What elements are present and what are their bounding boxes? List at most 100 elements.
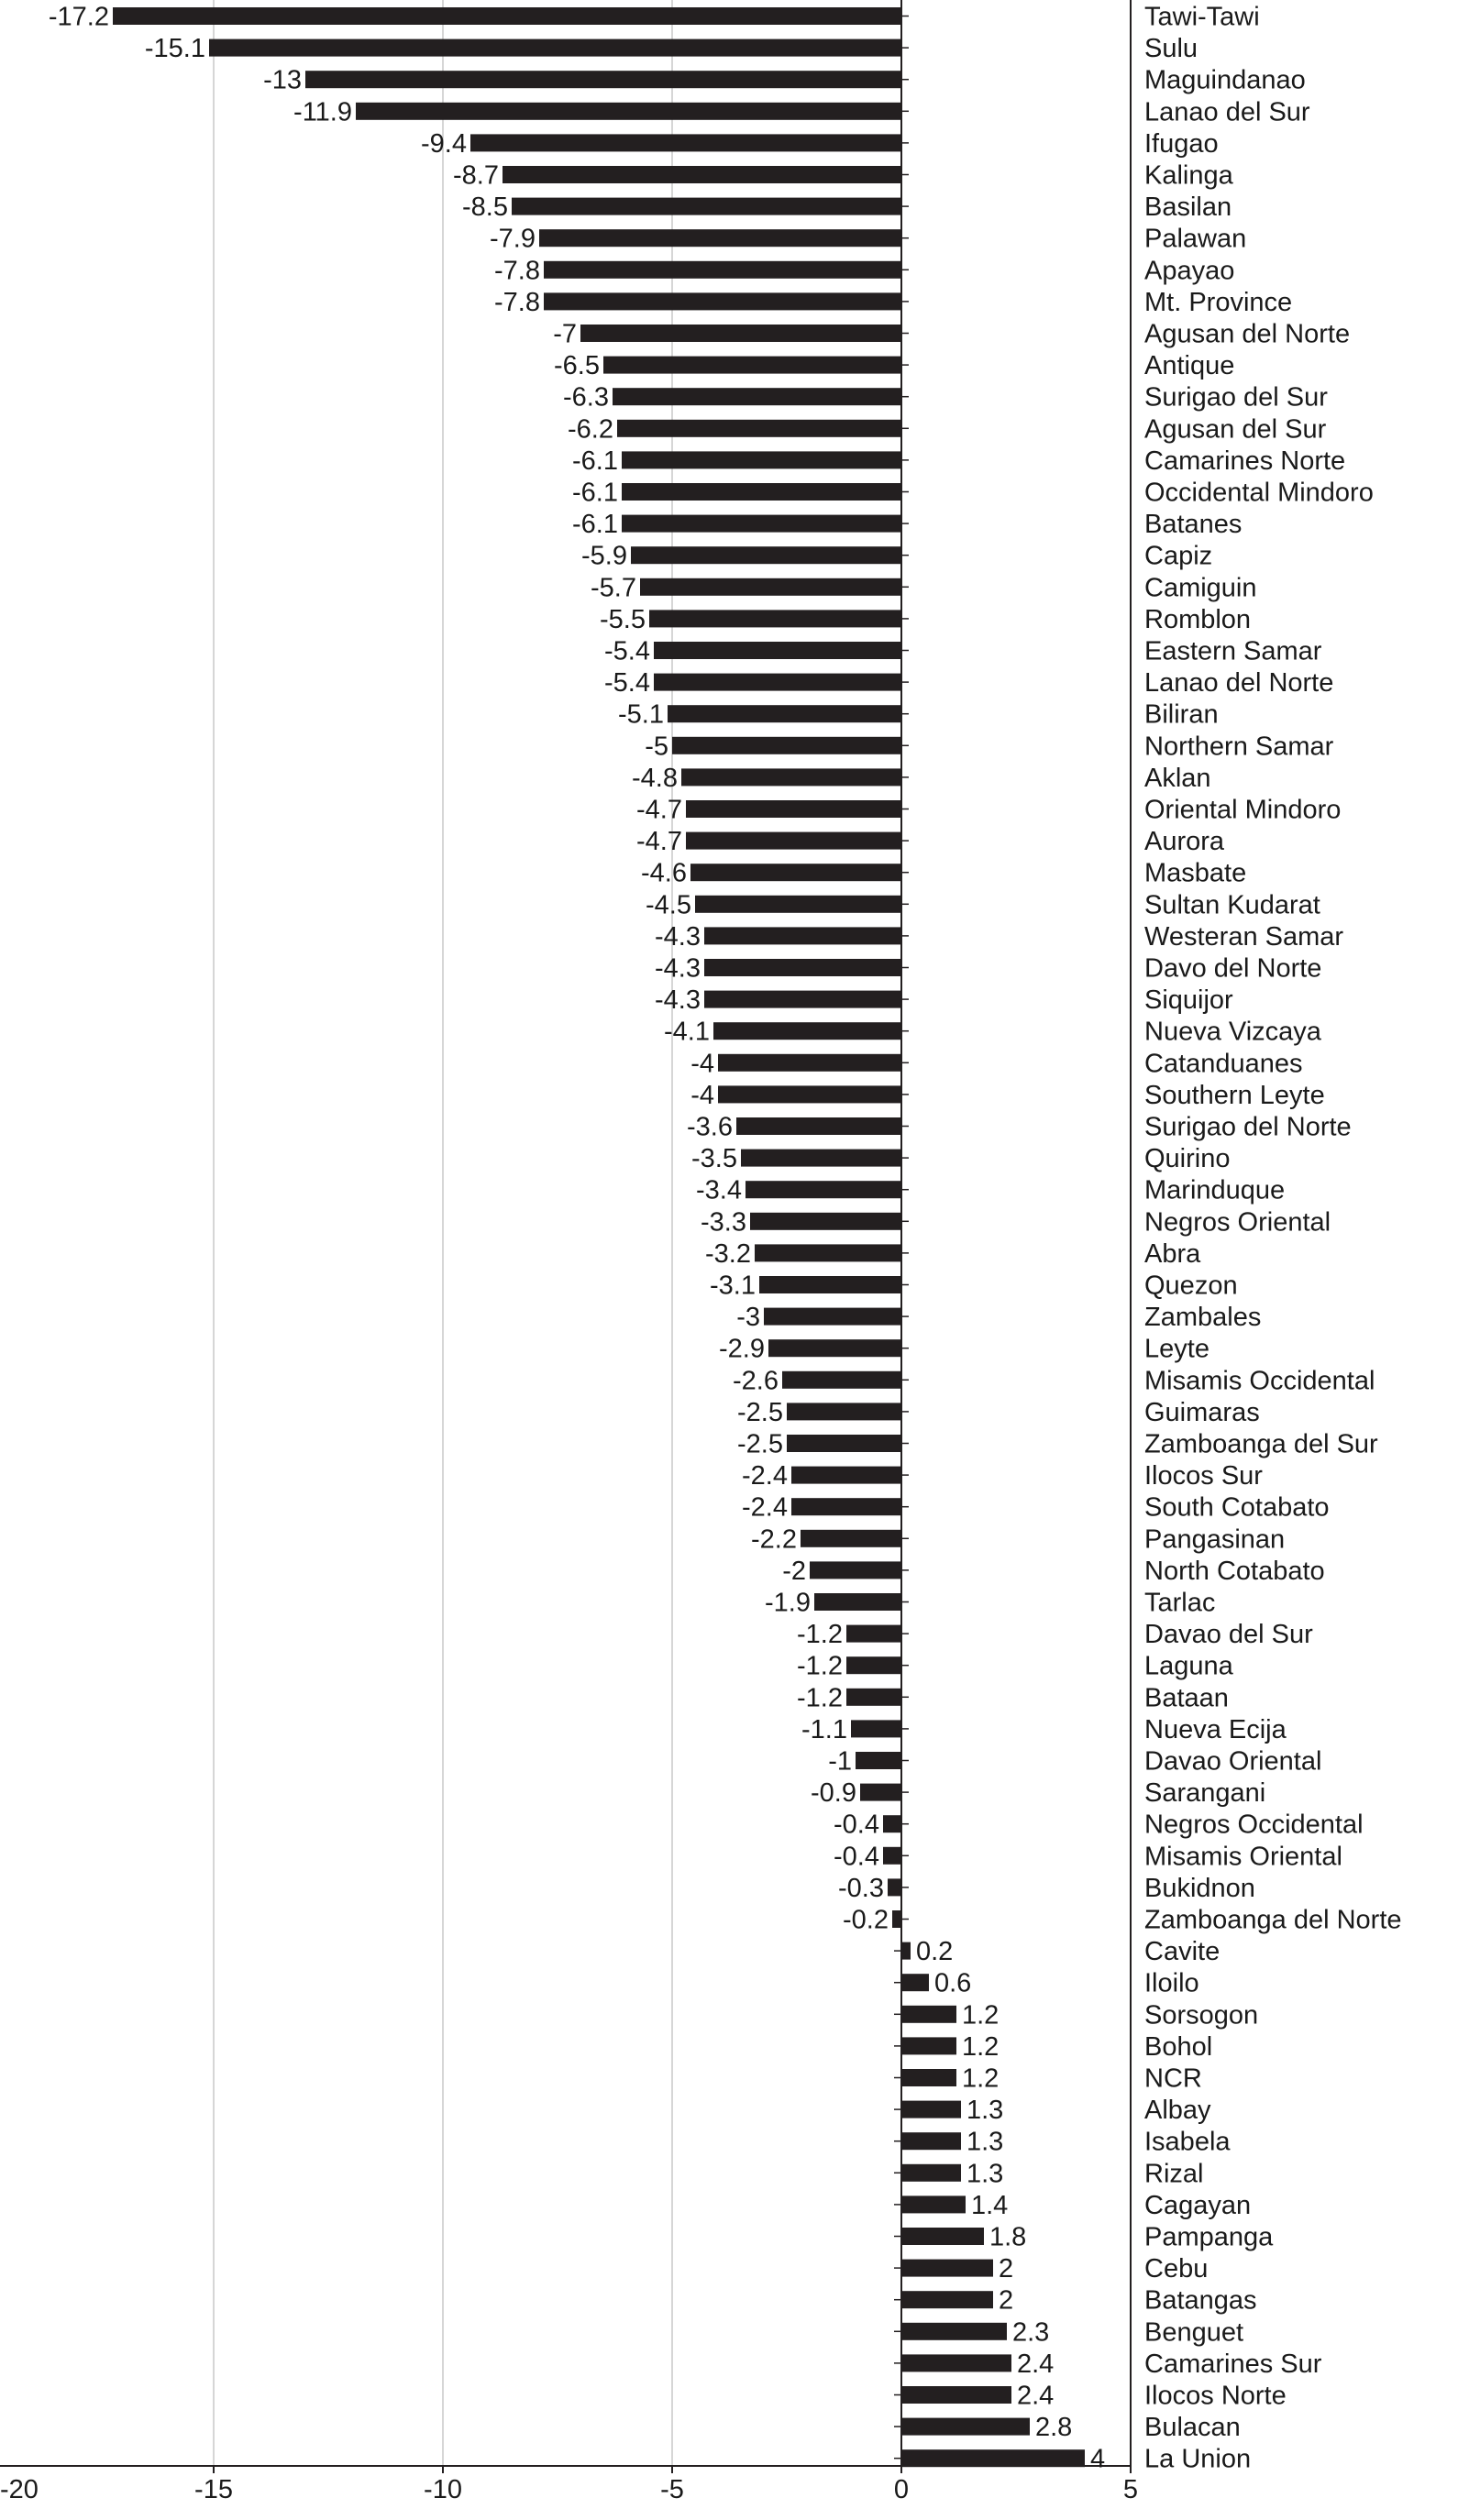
bar-value-label: -5.4 (604, 637, 650, 666)
category-label: Romblon (1144, 605, 1251, 634)
category-label: Marinduque (1144, 1176, 1285, 1205)
category-label: Bukidnon (1144, 1874, 1255, 1903)
category-label: Pangasinan (1144, 1524, 1285, 1554)
category-label: Catanduanes (1144, 1049, 1303, 1078)
bar-value-label: -4.6 (641, 859, 687, 888)
bar (810, 1561, 901, 1579)
category-label: Antique (1144, 351, 1234, 380)
bar-value-label: -2 (782, 1557, 806, 1586)
category-label: Basilan (1144, 193, 1232, 222)
bar-value-label: -1.1 (801, 1715, 847, 1744)
bar (901, 2132, 961, 2151)
bar (755, 1244, 901, 1262)
bar (539, 229, 901, 248)
bar (654, 642, 901, 659)
category-label: North Cotabato (1144, 1557, 1325, 1586)
bar (759, 1276, 901, 1293)
category-label: Camiguin (1144, 573, 1257, 602)
bar-value-label: -11.9 (293, 97, 352, 127)
bar-value-label: -4 (690, 1049, 714, 1078)
category-label: Surigao del Sur (1144, 383, 1328, 413)
bar (690, 864, 901, 882)
bar-value-label: 1.2 (962, 2000, 999, 2030)
category-label: Capiz (1144, 542, 1212, 571)
bar-value-label: -8.7 (453, 161, 499, 191)
bar (622, 483, 901, 501)
bar-value-label: -4.7 (636, 796, 682, 825)
bar-value-label: -0.4 (834, 1842, 879, 1871)
category-label: Tawi-Tawi (1144, 3, 1260, 32)
category-label: Negros Occidental (1144, 1810, 1364, 1840)
bar-value-label: 1.2 (962, 2064, 999, 2094)
bar-value-label: 1.2 (962, 2032, 999, 2062)
category-label: Mt. Province (1144, 288, 1292, 317)
bar (901, 2069, 956, 2086)
category-label: Negros Oriental (1144, 1207, 1331, 1237)
category-label: Isabela (1144, 2128, 1231, 2157)
x-tick-label: -5 (660, 2475, 684, 2504)
bar-value-label: -7.8 (494, 288, 540, 317)
bar (580, 325, 901, 342)
gridlines (213, 0, 673, 2466)
bar (901, 2163, 961, 2182)
bar-value-label: -5 (645, 732, 668, 761)
bar (846, 1624, 901, 1643)
bar-value-label: -4.3 (655, 954, 701, 984)
category-label: Misamis Occidental (1144, 1366, 1375, 1395)
bar-value-label: 2 (999, 2286, 1013, 2316)
category-label: Davao Oriental (1144, 1747, 1321, 1777)
category-label: Occidental Mindoro (1144, 479, 1374, 508)
category-label: Batangas (1144, 2286, 1257, 2316)
category-label: Ifugao (1144, 129, 1219, 159)
axes (0, 0, 1132, 2473)
bar (603, 356, 901, 374)
bar (901, 2259, 993, 2277)
bar-value-label: -4.8 (632, 764, 678, 793)
bar-value-label: -6.5 (554, 351, 600, 380)
bar (617, 419, 901, 437)
category-label: Masbate (1144, 859, 1246, 888)
category-label: Aurora (1144, 827, 1225, 856)
bar-value-label: 1.8 (989, 2223, 1026, 2252)
bar (622, 514, 901, 533)
bar (883, 1815, 901, 1833)
bar-value-label: -3.6 (687, 1113, 733, 1142)
category-label: Zamboanga del Sur (1144, 1430, 1378, 1459)
bar (746, 1181, 901, 1199)
bar (649, 610, 901, 628)
bar (787, 1403, 901, 1421)
category-label: Tarlac (1144, 1589, 1215, 1618)
bar-value-label: 2.8 (1035, 2413, 1072, 2442)
bar-value-label: -5.4 (604, 668, 650, 698)
category-label: Cagayan (1144, 2191, 1251, 2220)
category-label: Palawan (1144, 225, 1246, 254)
bar-value-label: 0.6 (934, 1969, 971, 1998)
bar-value-label: -7.9 (490, 225, 536, 254)
bars (113, 7, 1085, 2468)
category-label: Surigao del Norte (1144, 1113, 1352, 1142)
category-label: NCR (1144, 2064, 1202, 2094)
bar (846, 1688, 901, 1706)
bar (888, 1878, 901, 1897)
bar (860, 1783, 901, 1801)
bar-value-label: -9.4 (421, 129, 467, 159)
bar (113, 7, 901, 25)
bar-value-label: 1.3 (966, 2159, 1003, 2188)
category-label: Ilocos Sur (1144, 1461, 1263, 1491)
bar (640, 578, 901, 596)
bar-value-label: -1.9 (765, 1589, 811, 1618)
bar (901, 1942, 911, 1960)
bar (544, 260, 901, 279)
category-label: Quezon (1144, 1271, 1238, 1301)
category-label: Lanao del Norte (1144, 668, 1333, 698)
bar (713, 1022, 901, 1040)
bar (901, 2228, 984, 2245)
bar-value-label: -2.6 (733, 1366, 779, 1395)
bar-value-label: -6.2 (568, 414, 613, 444)
bar-value-label: -3.5 (691, 1144, 737, 1173)
category-label: Guimaras (1144, 1398, 1260, 1427)
bar (209, 39, 901, 57)
bar (718, 1085, 901, 1104)
category-label: Batanes (1144, 510, 1242, 539)
